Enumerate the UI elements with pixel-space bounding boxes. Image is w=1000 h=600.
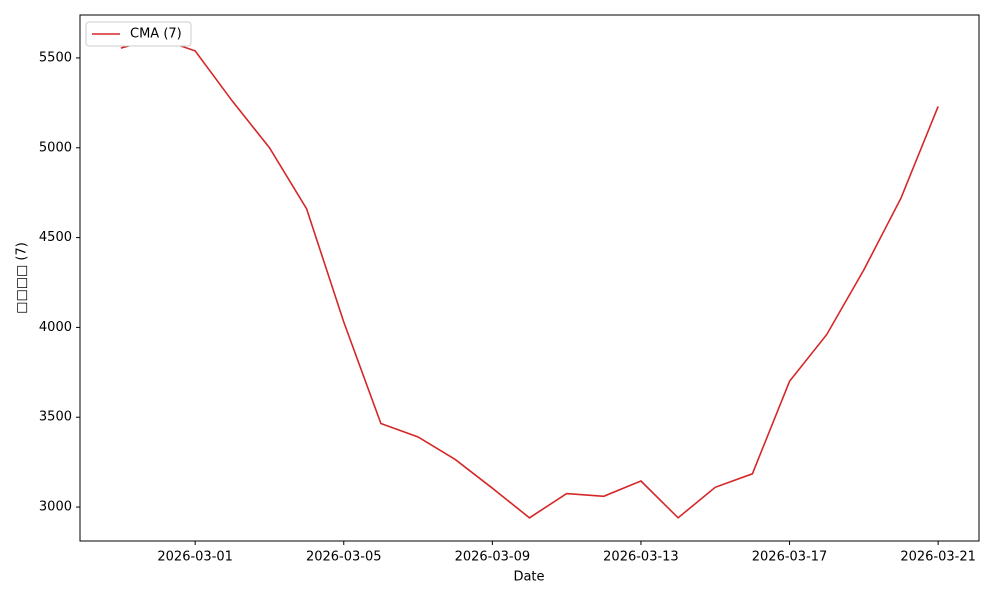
y-tick-label: 3500 — [39, 410, 72, 425]
x-tick-label: 2026-03-21 — [900, 550, 976, 565]
x-tick-label: 2026-03-01 — [157, 550, 233, 565]
y-tick-label: 5500 — [39, 50, 72, 65]
y-tick-label: 5000 — [39, 140, 72, 155]
x-tick-label: 2026-03-13 — [603, 550, 679, 565]
y-tick-label: 3000 — [39, 500, 72, 515]
x-axis-label: Date — [513, 570, 544, 585]
x-tick-label: 2026-03-17 — [752, 550, 828, 565]
legend-box — [85, 21, 192, 47]
x-tick-label: 2026-03-09 — [455, 550, 531, 565]
y-tick-label: 4000 — [39, 320, 72, 335]
y-axis-label: □□□□ (7) — [15, 242, 30, 314]
y-tick-label: 4500 — [39, 230, 72, 245]
data-line — [120, 37, 939, 519]
legend-label: CMA (7) — [130, 27, 182, 42]
plot-frame — [79, 14, 980, 542]
x-tick-label: 2026-03-05 — [306, 550, 382, 565]
